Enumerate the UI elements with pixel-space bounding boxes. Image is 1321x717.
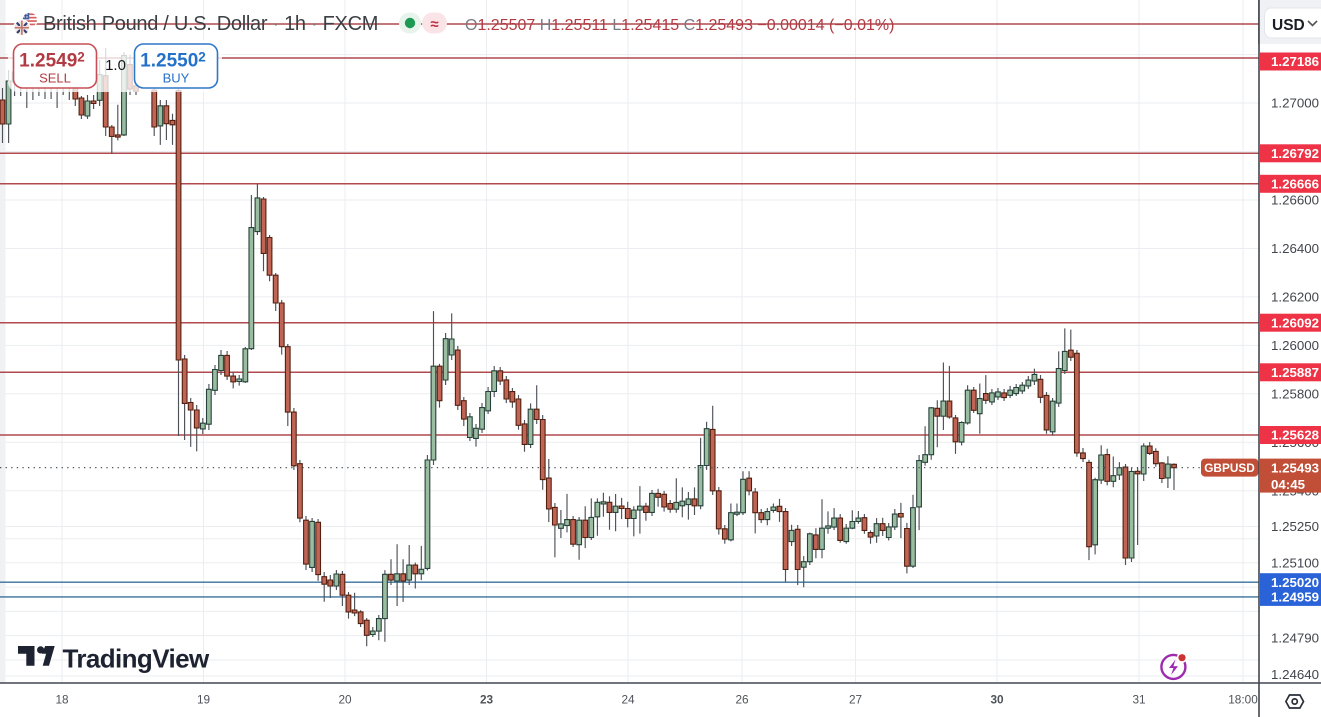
svg-text:1.25800: 1.25800: [1271, 387, 1319, 402]
svg-text:1.26200: 1.26200: [1271, 290, 1319, 305]
svg-text:1.26792: 1.26792: [1271, 146, 1319, 161]
svg-text:1.27186: 1.27186: [1271, 54, 1319, 69]
svg-text:SELL: SELL: [39, 71, 71, 86]
svg-text:24: 24: [621, 693, 635, 707]
svg-text:1.0: 1.0: [105, 57, 126, 74]
svg-text:26: 26: [735, 693, 749, 707]
svg-text:1.24790: 1.24790: [1271, 631, 1319, 646]
svg-text:20: 20: [338, 693, 352, 707]
svg-text:1.26400: 1.26400: [1271, 241, 1319, 256]
svg-text:1.26600: 1.26600: [1271, 193, 1319, 208]
svg-text:1.26666: 1.26666: [1271, 177, 1319, 192]
svg-text:1.24640: 1.24640: [1271, 667, 1319, 682]
svg-text:BUY: BUY: [163, 71, 190, 86]
svg-text:≈: ≈: [430, 16, 438, 33]
svg-text:1.25250: 1.25250: [1271, 519, 1319, 534]
svg-text:GBPUSD: GBPUSD: [1204, 461, 1255, 475]
svg-text:30: 30: [990, 693, 1004, 707]
svg-text:1.25628: 1.25628: [1271, 428, 1319, 443]
svg-text:1.27000: 1.27000: [1271, 96, 1319, 111]
svg-text:TradingView: TradingView: [63, 644, 210, 674]
svg-text:1.24959: 1.24959: [1271, 590, 1319, 605]
svg-text:1.25100: 1.25100: [1271, 556, 1319, 571]
svg-text:1.26092: 1.26092: [1271, 315, 1319, 330]
svg-text:O1.25507 H1.25511 L1.25415 C1.: O1.25507 H1.25511 L1.25415 C1.25493 −0.0…: [465, 17, 894, 34]
svg-text:18:00: 18:00: [1228, 693, 1258, 707]
svg-text:1.26000: 1.26000: [1271, 338, 1319, 353]
svg-text:USD: USD: [1272, 17, 1305, 34]
svg-text:18: 18: [55, 693, 69, 707]
svg-text:23: 23: [480, 693, 494, 707]
svg-text:04:45: 04:45: [1271, 477, 1306, 492]
svg-text:1.25887: 1.25887: [1271, 365, 1319, 380]
svg-text:1.25020: 1.25020: [1271, 575, 1319, 590]
svg-text:1.25493: 1.25493: [1271, 460, 1319, 475]
svg-text:19: 19: [197, 693, 210, 707]
svg-text:1.25492: 1.25492: [19, 50, 85, 72]
svg-text:27: 27: [849, 693, 862, 707]
svg-text:31: 31: [1132, 693, 1145, 707]
svg-text:1.25502: 1.25502: [140, 50, 206, 72]
svg-text:British Pound / U.S. Dollar ·: British Pound / U.S. Dollar · 1h · FXCM: [43, 13, 378, 35]
